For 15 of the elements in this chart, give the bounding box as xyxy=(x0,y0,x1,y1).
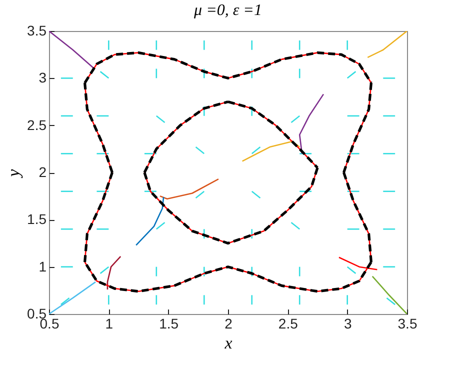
x-tick-label: 3 xyxy=(344,316,352,332)
y-tick-label: 2.5 xyxy=(27,116,47,133)
x-tick-label: 2.5 xyxy=(278,316,298,332)
x-axis-title: x xyxy=(224,334,233,352)
y-tick-label: 3 xyxy=(38,70,47,86)
x-tick-label: 1 xyxy=(105,316,114,332)
chart-title: μ =0, ε =1 xyxy=(193,2,262,19)
y-axis-title: y xyxy=(4,168,24,179)
x-tick-label: 2 xyxy=(224,316,233,332)
y-tick-label: 1.5 xyxy=(27,211,47,228)
y-tick-label: 2 xyxy=(38,164,47,180)
y-tick-label: 1 xyxy=(38,258,47,274)
y-tick-label: 3.5 xyxy=(27,22,47,38)
x-tick-label: 3.5 xyxy=(398,316,418,332)
x-tick-label: 1.5 xyxy=(159,316,179,332)
